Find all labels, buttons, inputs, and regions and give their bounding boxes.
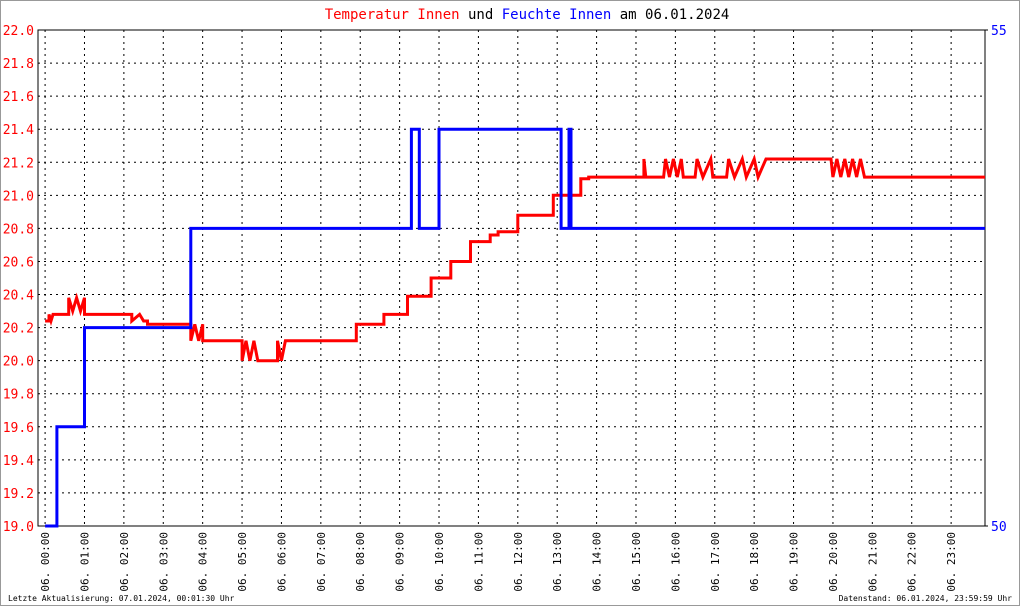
x-tick-label: 06. 15:00 xyxy=(630,532,643,592)
x-tick-label: 06. 01:00 xyxy=(78,532,91,592)
title-series-2: Feuchte Innen xyxy=(502,7,612,23)
y-tick-label: 20.0 xyxy=(3,355,34,370)
y-tick-label: 20.4 xyxy=(3,289,34,304)
y-tick-label: 20.2 xyxy=(3,322,34,337)
title-date: am 06.01.2024 xyxy=(620,7,730,23)
plot-border xyxy=(37,29,986,527)
y-tick-label: 21.6 xyxy=(3,90,34,105)
x-tick-label: 06. 03:00 xyxy=(157,532,170,592)
x-tick-label: 06. 00:00 xyxy=(39,532,52,592)
x-tick-label: 06. 17:00 xyxy=(709,532,722,592)
x-tick-label: 06. 14:00 xyxy=(591,532,604,592)
footer-right: Datenstand: 06.01.2024, 23:59:59 Uhr xyxy=(839,594,1013,603)
x-tick-label: 06. 21:00 xyxy=(866,532,879,592)
x-tick-label: 06. 22:00 xyxy=(906,532,919,592)
y-tick-label: 19.8 xyxy=(3,388,34,403)
line-series xyxy=(45,127,985,528)
y2-tick-label: 55 xyxy=(991,24,1007,39)
y-tick-label: 19.0 xyxy=(3,520,34,535)
x-tick-label: 06. 09:00 xyxy=(394,532,407,592)
y-tick-label: 21.4 xyxy=(3,123,34,138)
x-tick-label: 06. 18:00 xyxy=(748,532,761,592)
y-tick-label: 22.0 xyxy=(3,24,34,39)
chart-title: Temperatur Innen und Feuchte Innen am 06… xyxy=(325,7,730,23)
x-tick-label: 06. 07:00 xyxy=(315,532,328,592)
x-tick-label: 06. 19:00 xyxy=(788,532,801,592)
line-series xyxy=(45,153,985,363)
title-series-1: Temperatur Innen xyxy=(325,7,460,23)
y2-tick-label: 50 xyxy=(991,520,1007,535)
y-tick-label: 21.8 xyxy=(3,57,34,72)
x-tick-label: 06. 16:00 xyxy=(669,532,682,592)
x-tick-label: 06. 05:00 xyxy=(236,532,249,592)
y-tick-label: 19.4 xyxy=(3,454,34,469)
footer-left: Letzte Aktualisierung: 07.01.2024, 00:01… xyxy=(8,594,235,603)
y-tick-label: 20.8 xyxy=(3,222,34,237)
y-tick-label: 19.2 xyxy=(3,487,34,502)
x-tick-label: 06. 12:00 xyxy=(512,532,525,592)
x-tick-label: 06. 06:00 xyxy=(275,532,288,592)
x-tick-label: 06. 04:00 xyxy=(197,532,210,592)
y-tick-label: 21.2 xyxy=(3,156,34,171)
y-tick-label: 19.6 xyxy=(3,421,34,436)
x-tick-label: 06. 10:00 xyxy=(433,532,446,592)
title-connector: und xyxy=(468,7,493,23)
x-tick-label: 06. 23:00 xyxy=(945,532,958,592)
y-tick-label: 20.6 xyxy=(3,255,34,270)
x-tick-label: 06. 13:00 xyxy=(551,532,564,592)
x-tick-label: 06. 11:00 xyxy=(472,532,485,592)
x-tick-label: 06. 20:00 xyxy=(827,532,840,592)
x-tick-label: 06. 08:00 xyxy=(354,532,367,592)
y-tick-label: 21.0 xyxy=(3,189,34,204)
x-tick-label: 06. 02:00 xyxy=(118,532,131,592)
